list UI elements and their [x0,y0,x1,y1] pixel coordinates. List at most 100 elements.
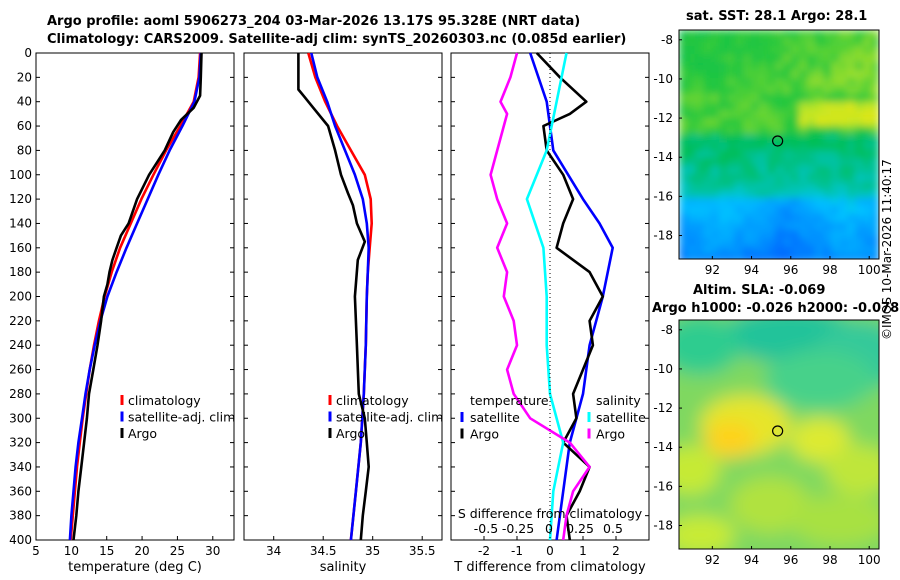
sst-cell [735,254,744,259]
sla-map-x-tick-label: 96 [783,553,798,567]
sst-cell [727,150,736,159]
sst-cell [863,230,872,239]
sst-cell [735,222,744,231]
sst-cell [791,174,800,183]
sst-cell [759,214,768,223]
temperature-legend-label: climatology [128,393,201,408]
sst-cell [831,46,840,55]
sst-cell [831,30,840,39]
depth-tick-label: 220 [9,314,32,328]
sst-cell [839,94,848,103]
sst-cell [831,182,840,191]
sst-cell [751,78,760,87]
sst-cell [815,206,824,215]
sst-cell [871,214,879,223]
sst-cell [791,126,800,135]
sst-cell [767,238,776,247]
sla-heatmap-field [679,320,879,549]
sst-cell [775,214,784,223]
sst-cell [751,222,760,231]
sst-cell [711,246,720,255]
sst-cell [735,78,744,87]
sst-cell [735,134,744,143]
sst-cell [751,198,760,207]
sst-cell [815,238,824,247]
sst-cell [751,142,760,151]
salinity-axes-box [243,52,443,541]
sst-cell [751,190,760,199]
sst-cell [735,30,744,39]
sst-cell [703,214,712,223]
sst-cell [743,246,752,255]
sst-cell [703,238,712,247]
sst-cell [823,166,832,175]
sst-cell [695,150,704,159]
sst-cell [735,150,744,159]
sst-cell [799,70,808,79]
sst-cell [807,150,816,159]
sst-cell [791,102,800,111]
sst-cell [791,38,800,47]
sst-cell [719,30,728,39]
sst-cell [719,94,728,103]
salinity-series-satellite-adj-clim [310,52,371,541]
sst-cell [695,166,704,175]
sst-cell [759,110,768,119]
sst-cell [831,78,840,87]
sst-cell [711,62,720,71]
sst-cell [687,126,696,135]
sst-cell [775,102,784,111]
sst-cell [823,110,832,119]
sst-cell [751,94,760,103]
salinity-difference-tick-label: 0.5 [603,521,623,536]
sst-cell [799,94,808,103]
sst-cell [815,158,824,167]
sst-map-y-tick-label: -14 [653,150,673,164]
sst-cell [807,134,816,143]
sst-cell [871,182,879,191]
sst-cell [839,174,848,183]
sst-cell [695,110,704,119]
sst-cell [687,190,696,199]
sst-cell [871,230,879,239]
sst-cell [791,150,800,159]
sst-cell [831,150,840,159]
sst-cell [855,238,864,247]
sst-cell [759,174,768,183]
sst-cell [687,118,696,127]
sst-cell [743,94,752,103]
sst-cell [727,110,736,119]
sst-cell [791,198,800,207]
sst-cell [863,46,872,55]
sst-cell [703,54,712,63]
sst-cell [807,62,816,71]
sst-cell [751,70,760,79]
depth-tick-label: 120 [9,192,32,206]
sst-cell [719,54,728,63]
sst-cell [871,126,879,135]
sst-cell [679,30,688,39]
sst-cell [679,150,688,159]
sst-cell [791,142,800,151]
sst-cell [839,254,848,259]
sst-cell [839,238,848,247]
sst-cell [727,102,736,111]
sst-cell [855,222,864,231]
sst-cell [679,238,688,247]
sst-cell [807,38,816,47]
salinity-x-axis-label: salinity [320,560,367,575]
sst-cell [847,238,856,247]
sst-cell [711,126,720,135]
sst-cell [767,30,776,39]
sst-cell [751,134,760,143]
sst-cell [767,254,776,259]
sst-cell [719,126,728,135]
sst-cell [871,78,879,87]
sst-cell [783,38,792,47]
sst-cell [703,46,712,55]
salinity-legend-label: climatology [336,393,409,408]
differences-series-salinity-argo [489,52,591,541]
sst-cell [855,110,864,119]
sst-cell [791,254,800,259]
